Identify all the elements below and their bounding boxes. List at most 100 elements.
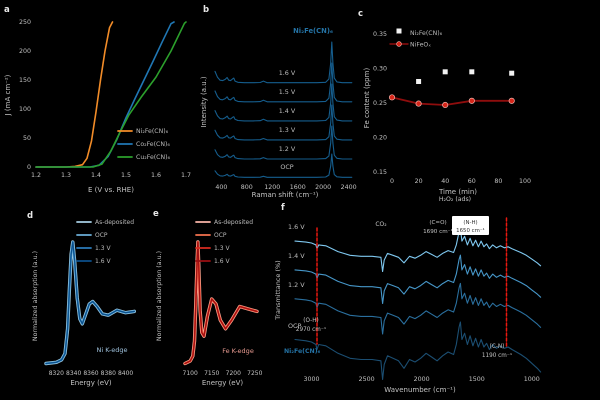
annotation-cn: 1190 cm⁻¹ bbox=[482, 352, 512, 359]
panel-e-xtick: 7250 bbox=[247, 370, 262, 377]
edge-label: Ni K-edge bbox=[97, 346, 128, 354]
jv-curve bbox=[35, 21, 114, 168]
panel-f-xtick: 2000 bbox=[414, 376, 430, 383]
raman-curve-label: 1.6 V bbox=[279, 69, 296, 77]
legend-label: 1.3 V bbox=[214, 245, 230, 252]
panel-d-ylabel: Normalized absorption (a.u.) bbox=[32, 251, 39, 341]
raman-curve-label: 1.5 V bbox=[279, 88, 296, 96]
raman-curve bbox=[214, 41, 353, 84]
panel-c-ytick: 0.15 bbox=[373, 169, 387, 176]
annotation-nh-box bbox=[452, 216, 489, 235]
raman-curve bbox=[214, 83, 353, 122]
panel-c-ylabel: Fe content (ppm) bbox=[363, 68, 371, 129]
panel-a-ytick: 50 bbox=[23, 135, 31, 142]
raman-curve bbox=[214, 153, 353, 178]
legend-label: OCP bbox=[214, 232, 227, 239]
ftir-curve bbox=[294, 227, 542, 273]
panel-b-xtick: 1200 bbox=[264, 184, 280, 191]
xanes-curve bbox=[45, 241, 135, 365]
ftir-curve-label: 1.4 V bbox=[288, 252, 305, 260]
panel-c-xtick: 60 bbox=[468, 178, 476, 185]
panel-a-ytick: 150 bbox=[19, 77, 31, 84]
annotation-h2o2: H₂O₂ (ads) bbox=[439, 196, 471, 203]
data-point-circle bbox=[388, 94, 396, 101]
panel-c-xtick: 80 bbox=[494, 178, 502, 185]
panel-e-xtick: 7200 bbox=[226, 370, 241, 377]
legend-label: As-deposited bbox=[214, 219, 253, 226]
legend-label: 1.6 V bbox=[214, 258, 230, 265]
panel-c-ytick: 0.25 bbox=[373, 100, 387, 107]
panel-c-xtick: 0 bbox=[390, 178, 394, 185]
ftir-curve bbox=[294, 321, 542, 381]
data-point-square bbox=[469, 69, 475, 75]
panel-b-xtick: 400 bbox=[215, 184, 227, 191]
panel-d-xtick: 8340 bbox=[66, 370, 81, 377]
ftir-curve-label: 1.6 V bbox=[288, 223, 305, 231]
legend-label: Ni₂Fe(CN)₆ bbox=[136, 128, 169, 135]
legend-label: Ni₂Fe(CN)₆ bbox=[410, 30, 443, 37]
panel-a-xtick: 1.5 bbox=[121, 172, 131, 179]
raman-curve bbox=[214, 104, 353, 141]
legend-label: 1.6 V bbox=[95, 258, 111, 265]
panel-b-xlabel: Raman shift (cm⁻¹) bbox=[252, 191, 319, 199]
panel-letter-a: a bbox=[4, 5, 10, 15]
xanes-curve bbox=[184, 241, 258, 365]
raman-curve bbox=[214, 62, 353, 103]
panel-b-xtick: 1600 bbox=[290, 184, 306, 191]
panel-e-xtick: 7100 bbox=[183, 370, 198, 377]
data-point-square bbox=[416, 78, 422, 84]
panel-c-xtick: 40 bbox=[441, 178, 449, 185]
panel-c-xlabel: Time (min) bbox=[438, 188, 477, 196]
panel-letter-e: e bbox=[153, 209, 159, 219]
panel-c-xtick: 100 bbox=[519, 178, 531, 185]
data-point-circle bbox=[442, 101, 449, 109]
panel-a-ytick: 0 bbox=[27, 164, 31, 171]
jv-curve bbox=[35, 21, 187, 168]
panel-f-ylabel: Transmittance (%) bbox=[274, 260, 282, 320]
legend-circle-marker bbox=[396, 41, 402, 47]
panel-c-ytick: 0.35 bbox=[373, 31, 387, 38]
panel-a-xlabel: E (V vs. RHE) bbox=[88, 186, 134, 194]
panel-e-xtick: 7150 bbox=[204, 370, 219, 377]
panel-letter-c: c bbox=[358, 9, 363, 19]
annotation-oh: 2970 cm⁻¹ bbox=[296, 326, 326, 333]
legend-label: As-deposited bbox=[95, 219, 134, 226]
panel-a-xtick: 1.4 bbox=[91, 172, 101, 179]
panel-a-ytick: 200 bbox=[19, 48, 31, 55]
panel-a-ylabel: J (mA cm⁻²) bbox=[4, 74, 12, 116]
panel-f-xtick: 1500 bbox=[469, 376, 485, 383]
panel-c-ytick: 0.20 bbox=[373, 135, 387, 142]
ftir-curve bbox=[294, 254, 542, 305]
raman-curve-label: 1.2 V bbox=[279, 145, 296, 153]
data-point-square bbox=[442, 69, 448, 75]
panel-c-xtick: 20 bbox=[415, 178, 423, 185]
panel-a-xtick: 1.6 bbox=[151, 172, 161, 179]
panel-d-xtick: 8320 bbox=[49, 370, 64, 377]
annotation-nh: (N-H) bbox=[463, 220, 477, 226]
panel-a-ytick: 250 bbox=[19, 19, 31, 26]
panel-a-ytick: 100 bbox=[19, 106, 31, 113]
panel-letter-b: b bbox=[203, 5, 209, 15]
legend-label: OCP bbox=[95, 232, 108, 239]
panel-c-ytick: 0.30 bbox=[373, 66, 387, 73]
data-point-square bbox=[509, 70, 515, 76]
edge-label: Fe K-edge bbox=[222, 347, 254, 355]
legend-label: 1.3 V bbox=[95, 245, 111, 252]
panel-d-xtick: 8400 bbox=[118, 370, 133, 377]
compound-label: Ni₂Fe(CN)₆ bbox=[284, 348, 321, 355]
panel-letter-d: d bbox=[27, 211, 33, 221]
panel-f-xtick: 2500 bbox=[359, 376, 375, 383]
panel-a-xtick: 1.7 bbox=[181, 172, 191, 179]
panel-letter-f: f bbox=[281, 203, 285, 213]
panel-b-xtick: 2400 bbox=[341, 184, 357, 191]
panel-a-xtick: 1.3 bbox=[61, 172, 71, 179]
panel-d-xtick: 8360 bbox=[83, 370, 98, 377]
annotation-cn: (C-N) bbox=[490, 344, 505, 350]
panel-a-xtick: 1.2 bbox=[31, 172, 41, 179]
legend-label: Co₂Fe(CN)₆ bbox=[136, 141, 170, 148]
panel-b-ylabel: Intensity (a.u.) bbox=[200, 76, 208, 128]
raman-curve-label: 1.3 V bbox=[279, 126, 296, 134]
ftir-curve bbox=[294, 282, 542, 335]
